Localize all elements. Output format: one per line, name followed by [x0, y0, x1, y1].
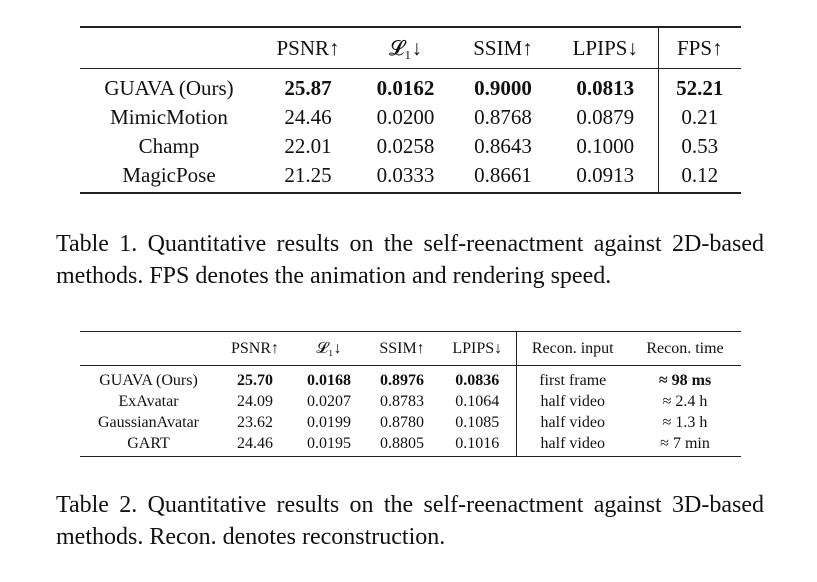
cell-l1: 0.0162	[376, 76, 435, 100]
cell-recon-time: ≈ 98 ms	[658, 371, 712, 389]
table-2-caption: Table 2. Quantitative results on the sel…	[56, 492, 764, 550]
method-name: Champ	[138, 134, 200, 158]
header-psnr: PSNR↑	[217, 331, 293, 366]
cell-l1: 0.0195	[293, 433, 365, 457]
table-1-caption: Table 1. Quantitative results on the sel…	[56, 231, 764, 289]
header-ssim: SSIM↑	[365, 331, 439, 366]
cell-lpips: 0.0813	[553, 68, 659, 103]
cell-l1: 0.0333	[358, 161, 453, 194]
table-header-row: PSNR↑ 𝓛₁↓ SSIM↑ LPIPS↓ FPS↑	[80, 26, 741, 69]
header-l1: 𝓛₁↓	[293, 331, 365, 366]
cell-recon-input: half video	[540, 413, 605, 431]
cell-lpips: 0.1016	[439, 433, 517, 457]
method-name: MagicPose	[80, 161, 258, 194]
table-2: PSNR↑ 𝓛₁↓ SSIM↑ LPIPS↓ Recon. input Reco…	[80, 331, 741, 457]
cell-psnr: 25.87	[284, 76, 332, 100]
cell-recon-input: half video	[516, 433, 629, 457]
cell-fps: 0.53	[681, 134, 719, 158]
cell-l1: 0.0200	[376, 105, 435, 129]
table-row: Champ 22.01 0.0258 0.8643 0.1000 0.53	[80, 132, 741, 161]
cell-psnr: 24.09	[237, 392, 273, 410]
cell-lpips: 0.1085	[439, 412, 517, 433]
table-row: GUAVA (Ours) 25.87 0.0162 0.9000 0.0813 …	[80, 68, 741, 103]
cell-ssim: 0.8976	[380, 371, 424, 389]
method-name: MimicMotion	[110, 105, 228, 129]
cell-ssim: 0.9000	[474, 76, 532, 100]
header-recon-time: Recon. time	[629, 331, 741, 366]
cell-psnr: 25.70	[237, 371, 273, 389]
cell-ssim: 0.8805	[365, 433, 439, 457]
cell-ssim: 0.8643	[474, 134, 532, 158]
cell-fps: 0.12	[658, 161, 741, 194]
table-row: GUAVA (Ours) 25.70 0.0168 0.8976 0.0836 …	[80, 365, 741, 391]
table-row: ExAvatar 24.09 0.0207 0.8783 0.1064 half…	[80, 391, 741, 412]
header-psnr: PSNR↑	[258, 26, 358, 69]
header-lpips: LPIPS↓	[439, 331, 517, 366]
cell-recon-time: ≈ 1.3 h	[662, 413, 708, 431]
table-row: GART 24.46 0.0195 0.8805 0.1016 half vid…	[80, 433, 741, 457]
cell-recon-input: first frame	[539, 371, 607, 389]
cell-ssim: 0.8661	[453, 161, 553, 194]
cell-l1: 0.0258	[376, 134, 435, 158]
header-cell	[80, 331, 217, 366]
cell-lpips: 0.0836	[439, 365, 517, 391]
table-row: MagicPose 21.25 0.0333 0.8661 0.0913 0.1…	[80, 161, 741, 194]
table-header-row: PSNR↑ 𝓛₁↓ SSIM↑ LPIPS↓ Recon. input Reco…	[80, 331, 741, 366]
cell-psnr: 24.46	[217, 433, 293, 457]
header-fps: FPS↑	[658, 26, 741, 69]
cell-recon-time: ≈ 7 min	[629, 433, 741, 457]
cell-recon-input: half video	[540, 392, 605, 410]
cell-psnr: 23.62	[237, 413, 273, 431]
method-name: GUAVA (Ours)	[99, 371, 198, 389]
cell-l1: 0.0168	[307, 371, 351, 389]
method-name: GaussianAvatar	[98, 413, 199, 431]
cell-lpips: 0.1000	[553, 132, 659, 161]
table-row: MimicMotion 24.46 0.0200 0.8768 0.0879 0…	[80, 103, 741, 132]
cell-fps: 52.21	[676, 76, 724, 100]
cell-l1: 0.0207	[307, 392, 351, 410]
cell-psnr: 22.01	[284, 134, 332, 158]
cell-fps: 0.21	[681, 105, 719, 129]
cell-lpips: 0.0879	[553, 103, 659, 132]
header-ssim: SSIM↑	[453, 26, 553, 69]
table-row: GaussianAvatar 23.62 0.0199 0.8780 0.108…	[80, 412, 741, 433]
header-recon-input: Recon. input	[516, 331, 629, 366]
cell-l1: 0.0199	[307, 413, 351, 431]
header-lpips: LPIPS↓	[553, 26, 659, 69]
cell-ssim: 0.8783	[380, 392, 424, 410]
cell-lpips: 0.0913	[553, 161, 659, 194]
cell-ssim: 0.8780	[380, 413, 424, 431]
method-name: GUAVA (Ours)	[104, 76, 234, 100]
header-cell	[80, 26, 258, 69]
header-l1: 𝓛₁↓	[358, 26, 453, 69]
cell-psnr: 21.25	[258, 161, 358, 194]
cell-ssim: 0.8768	[474, 105, 532, 129]
cell-lpips: 0.1064	[439, 391, 517, 412]
cell-recon-time: ≈ 2.4 h	[662, 392, 708, 410]
cell-psnr: 24.46	[284, 105, 332, 129]
method-name: ExAvatar	[118, 392, 179, 410]
table-1: PSNR↑ 𝓛₁↓ SSIM↑ LPIPS↓ FPS↑ GUAVA (Ours)…	[80, 26, 741, 194]
method-name: GART	[80, 433, 217, 457]
